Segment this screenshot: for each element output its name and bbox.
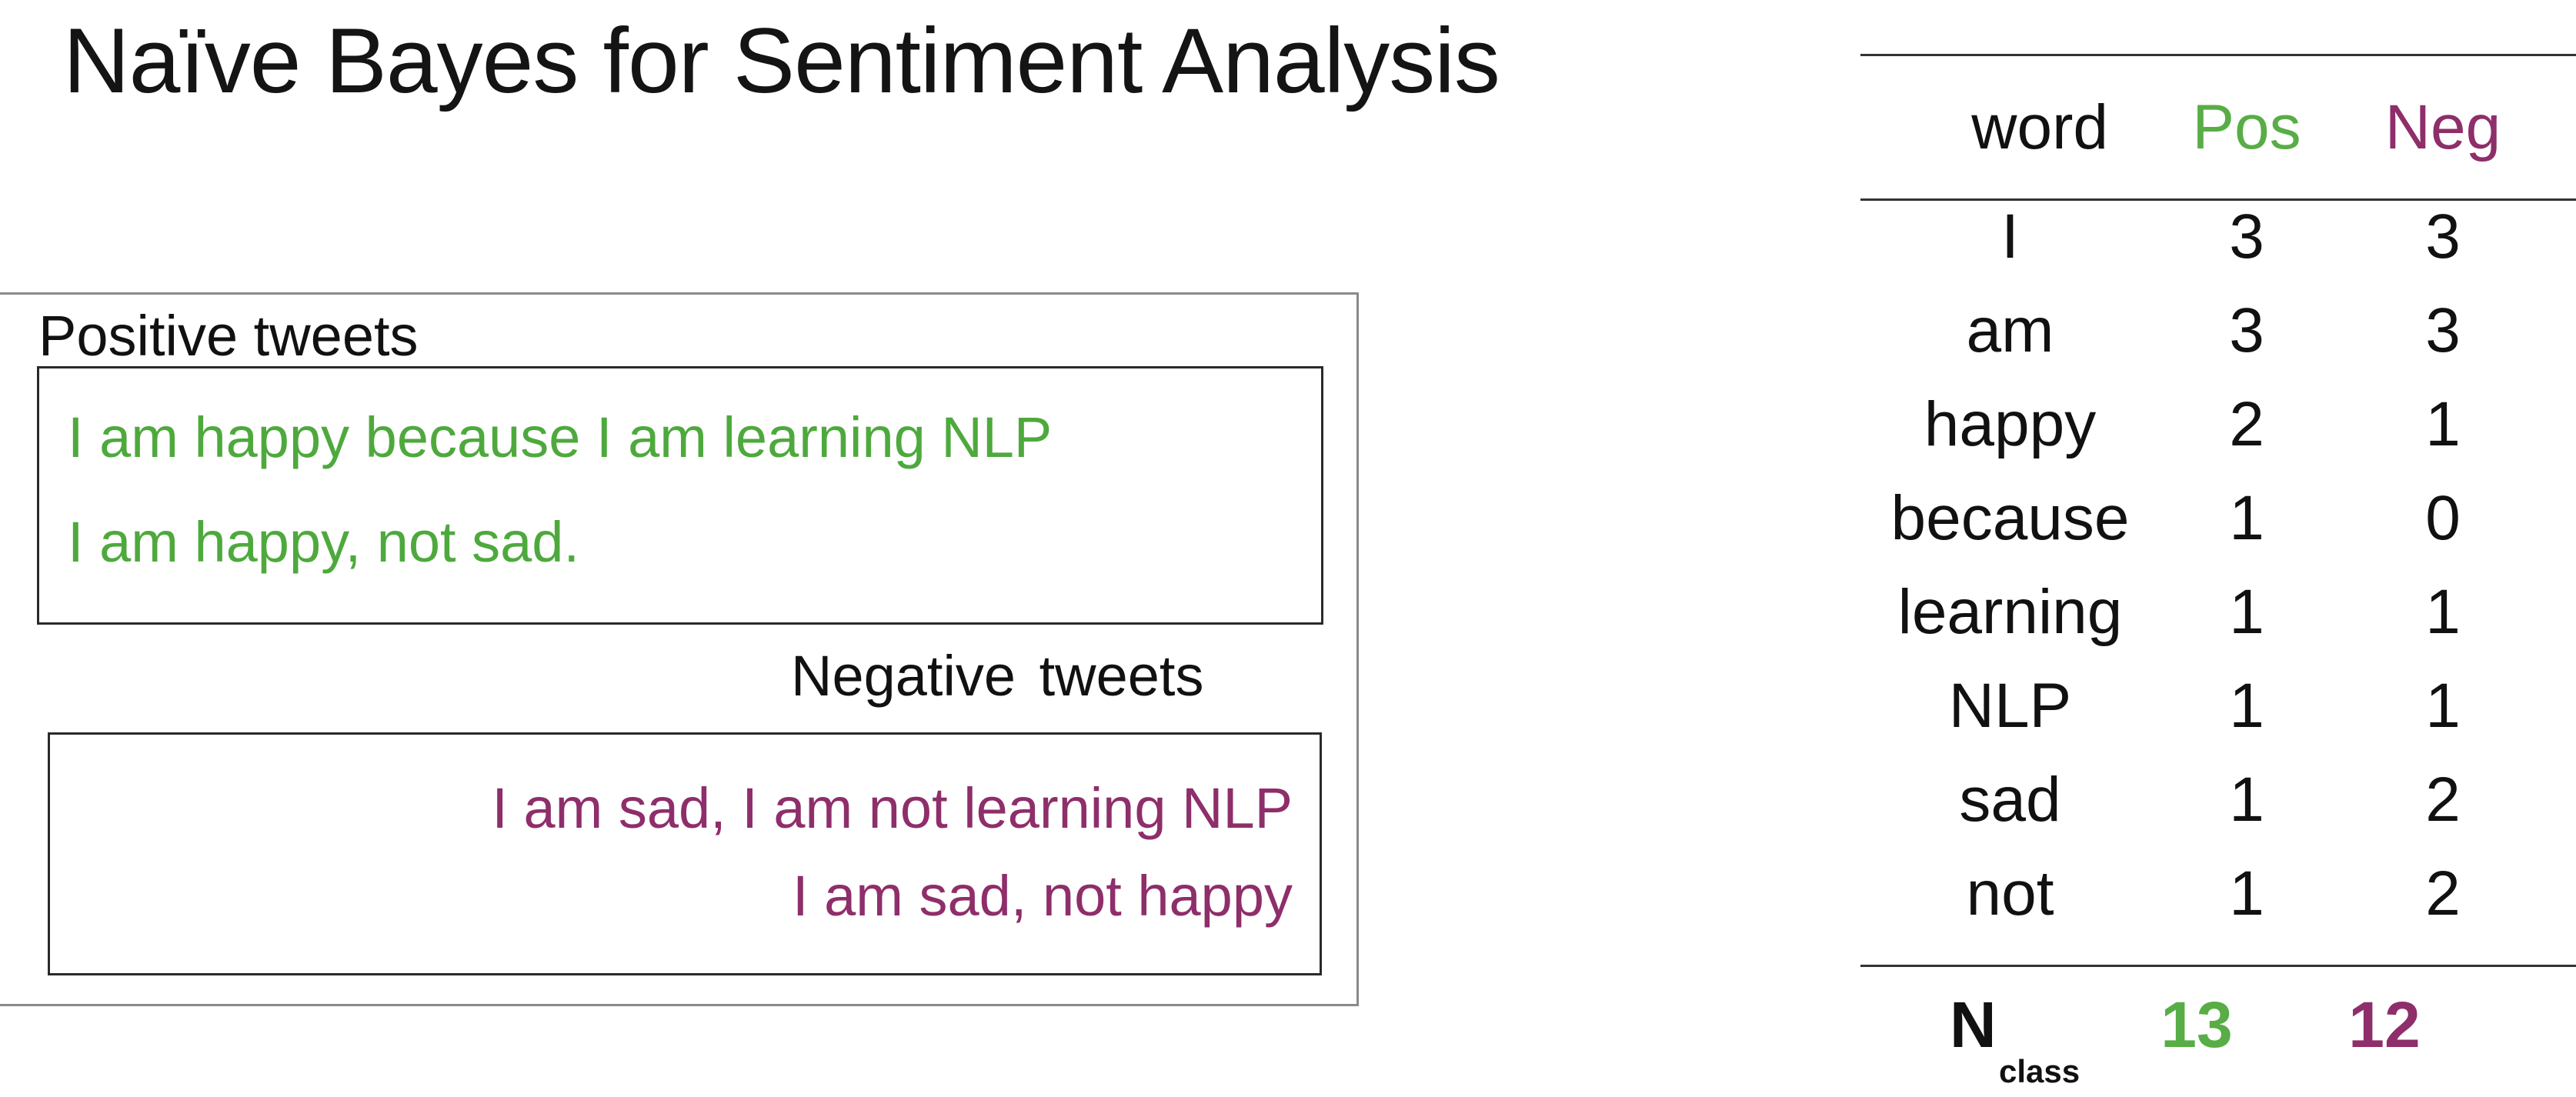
- table-cell-pos: 1: [2229, 671, 2264, 741]
- table-cell-word: am: [1966, 295, 2054, 365]
- table-cell-word: I: [2001, 202, 2019, 272]
- positive-tweet: I am happy because I am learning NLP: [68, 405, 1053, 469]
- table-cell-word: NLP: [1948, 671, 2072, 741]
- n-class-subscript: class: [1999, 1053, 2080, 1089]
- table-cell-pos: 2: [2229, 389, 2264, 459]
- negative-tweets-box: [48, 732, 1322, 975]
- tweets-panel: [0, 292, 1359, 1006]
- positive-tweets-box: [37, 366, 1323, 625]
- n-class-pos-total: 13: [2161, 989, 2233, 1061]
- column-header-pos: Pos: [2192, 92, 2301, 162]
- table-cell-pos: 1: [2229, 577, 2264, 647]
- table-cell-pos: 1: [2229, 859, 2264, 929]
- n-class-neg-total: 12: [2348, 989, 2421, 1061]
- table-header-rule: [1860, 198, 2576, 201]
- table-cell-neg: 3: [2425, 202, 2461, 272]
- table-cell-neg: 0: [2425, 483, 2461, 553]
- table-cell-word: happy: [1924, 389, 2097, 459]
- table-cell-neg: 1: [2425, 389, 2461, 459]
- table-cell-neg: 2: [2425, 859, 2461, 929]
- table-cell-neg: 2: [2425, 765, 2461, 835]
- positive-tweets-label: Positive tweets: [38, 304, 419, 368]
- table-cell-neg: 1: [2425, 671, 2461, 741]
- table-cell-word: not: [1966, 859, 2054, 929]
- table-cell-neg: 3: [2425, 295, 2461, 365]
- table-cell-word: because: [1890, 483, 2130, 553]
- table-cell-word: learning: [1897, 577, 2123, 647]
- column-header-neg: Neg: [2384, 92, 2501, 162]
- table-cell-pos: 3: [2229, 295, 2264, 365]
- negative-tweet: I am sad, not happy: [792, 864, 1293, 928]
- table-cell-pos: 3: [2229, 202, 2264, 272]
- table-bottom-rule: [1860, 965, 2576, 967]
- negative-tweets-label: Negative tweets: [791, 644, 1204, 708]
- negative-tweet: I am sad, I am not learning NLP: [492, 776, 1293, 840]
- table-cell-pos: 1: [2229, 483, 2264, 553]
- table-cell-pos: 1: [2229, 765, 2264, 835]
- table-cell-word: sad: [1959, 765, 2061, 835]
- positive-tweet: I am happy, not sad.: [68, 510, 580, 574]
- column-header-word: word: [1971, 92, 2108, 162]
- slide-title: Naïve Bayes for Sentiment Analysis: [63, 9, 1500, 112]
- table-cell-neg: 1: [2425, 577, 2461, 647]
- n-class-label: N: [1950, 989, 1997, 1061]
- table-top-rule: [1860, 54, 2576, 56]
